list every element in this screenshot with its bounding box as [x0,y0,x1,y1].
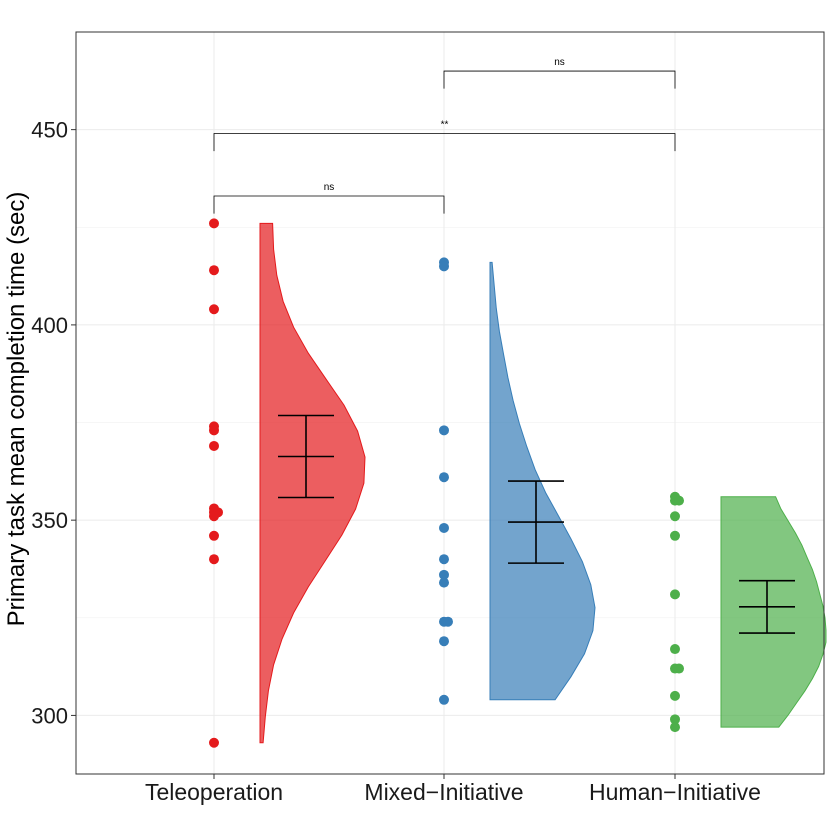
significance-label: ns [324,182,335,193]
data-point [209,304,219,315]
data-point [439,569,449,580]
y-tick-label: 350 [31,508,68,533]
mean-error-bars [278,414,795,634]
data-point [209,530,219,541]
data-point [670,644,680,655]
density-cloud [489,261,596,701]
data-point [670,511,680,522]
data-point [439,425,449,436]
x-tick-label: Teleoperation [145,779,283,805]
significance-bracket [213,133,676,152]
data-point [209,737,219,748]
data-point [674,495,684,506]
significance-label: ns [554,57,565,68]
data-point [209,425,219,436]
data-point [209,218,219,229]
data-point [443,616,453,627]
y-tick-label: 450 [31,118,68,143]
grid-lines [76,32,824,774]
data-point [439,522,449,533]
axes: 300 350 400 450 Teleoperation Mixed−Initiativ… [31,118,761,805]
significance-bracket [443,70,676,89]
density-cloud [259,222,366,744]
data-point [209,511,219,522]
density-clouds [259,222,827,744]
data-points [209,218,684,748]
data-point [670,530,680,541]
data-point [439,554,449,565]
data-point [670,589,680,600]
y-tick-label: 400 [31,313,68,338]
data-point [439,577,449,588]
data-point [670,722,680,733]
data-point [670,690,680,701]
data-point [439,261,449,272]
data-point [439,694,449,705]
data-point [209,554,219,565]
x-tick-label: Human−Initiative [589,779,761,805]
data-point [670,714,680,725]
x-tick-label: Mixed−Initiative [364,779,523,805]
y-axis-label: Primary task mean completion time (sec) [3,192,30,627]
data-point [209,440,219,451]
y-tick-label: 300 [31,703,68,728]
density-cloud [720,496,827,728]
plot-panel-border [75,31,825,775]
data-point [674,663,684,674]
significance-brackets: ns ** ns [213,57,676,214]
data-point [209,265,219,276]
significance-label: ** [441,120,449,131]
significance-bracket [213,195,445,214]
data-point [439,636,449,647]
data-point [439,472,449,483]
